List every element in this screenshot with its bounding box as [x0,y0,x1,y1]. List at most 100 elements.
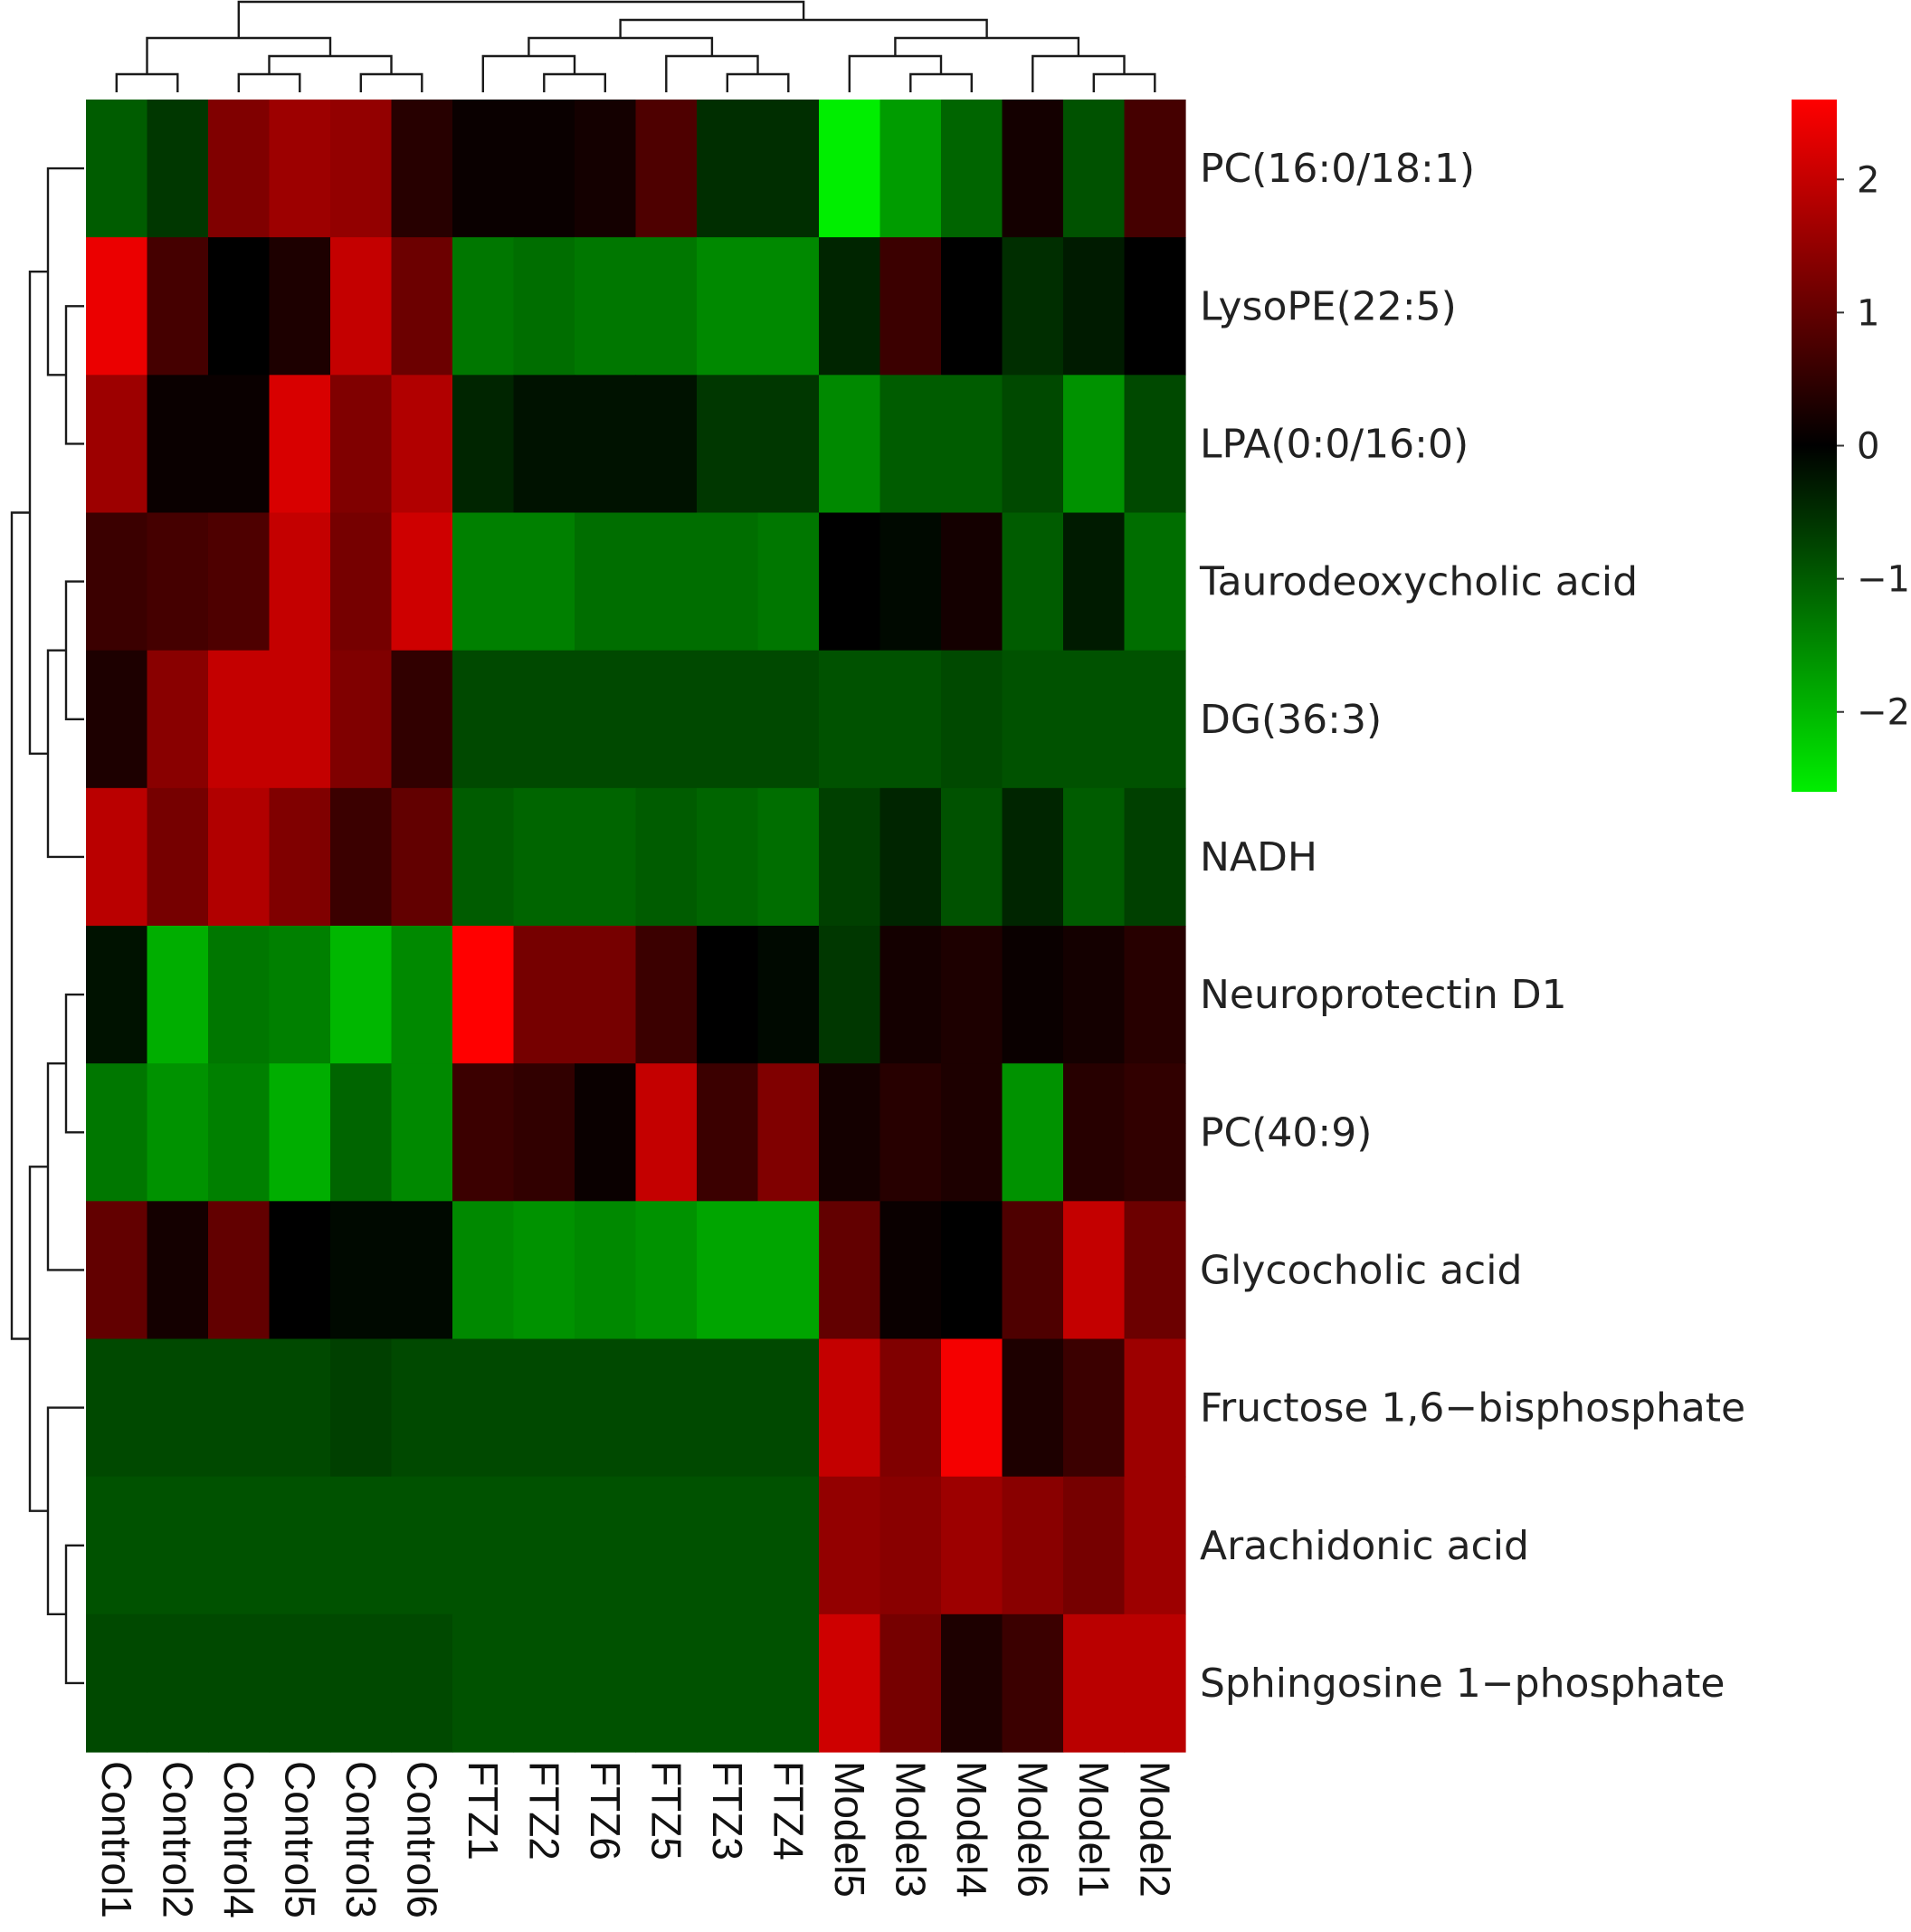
heatmap-cell [86,1613,148,1753]
heatmap-cell [635,1201,698,1340]
heatmap-cell [635,1613,698,1753]
heatmap-cell [330,237,393,376]
dendrogram-branch [10,511,30,1340]
heatmap-cell [208,1476,271,1615]
heatmap-cell [697,1476,759,1615]
heatmap-cell [697,237,759,376]
heatmap-cell [330,1476,393,1615]
heatmap-cell [269,512,331,652]
heatmap-cell [575,1613,637,1753]
column-label: Model6 [1009,1761,1056,1898]
legend-tick-label: 0 [1857,426,1879,468]
dendrogram-branch [528,36,714,56]
heatmap-cell [391,1201,453,1340]
heatmap-cell [941,1201,1003,1340]
dendrogram-branch [237,0,805,38]
heatmap-cell [1063,926,1126,1064]
dendrogram-branch [64,1544,84,1685]
heatmap-cell [697,100,759,238]
heatmap-cell [1063,100,1126,238]
heatmap-cell [86,1201,148,1340]
heatmap-cell [452,100,515,238]
heatmap-cell [635,1338,698,1478]
heatmap-cell [1063,1201,1126,1340]
heatmap-cells [86,100,1186,1753]
heatmap-cell [147,926,209,1064]
column-label: Model2 [1131,1761,1178,1898]
heatmap-cell [208,1613,271,1753]
row-label: Sphingosine 1−phosphate [1200,1661,1725,1707]
heatmap-cell [1124,926,1186,1064]
heatmap-cell [941,787,1003,927]
heatmap-cell [575,1201,637,1340]
heatmap-cell [269,100,331,238]
heatmap-cell [697,512,759,652]
heatmap-cell [819,512,881,652]
heatmap-cell [819,926,881,1064]
heatmap-cell [269,926,331,1064]
heatmap-cell [391,1476,453,1615]
heatmap-cell [513,237,575,376]
heatmap-cell [879,512,942,652]
heatmap-cell [941,375,1003,514]
heatmap-cell [391,926,453,1064]
heatmap-cell [697,1338,759,1478]
heatmap-cell [1063,1476,1126,1615]
heatmap-cell [147,237,209,376]
heatmap-cell [1124,1476,1186,1615]
heatmap-cell [635,512,698,652]
heatmap-cell [452,237,515,376]
heatmap-cell [208,512,271,652]
heatmap-cell [757,1338,820,1478]
heatmap-cell [513,926,575,1064]
column-label: Model1 [1070,1761,1117,1898]
heatmap-cell [452,1613,515,1753]
heatmap-cell [452,1338,515,1478]
heatmap-cell [513,1613,575,1753]
dendrogram-branch [543,72,606,92]
heatmap-cell [86,375,148,514]
heatmap-cell [208,650,271,789]
column-label: Control1 [93,1761,140,1918]
heatmap-cell [86,100,148,238]
heatmap-cell [513,1338,575,1478]
heatmap-cell [1063,512,1126,652]
color-legend-bar [1792,100,1837,792]
legend-tick-label: −1 [1857,559,1910,601]
heatmap-cell [757,1201,820,1340]
color-legend: 2 1 0 −1 −2 [1792,100,1910,792]
heatmap-cell [1002,512,1064,652]
dendrogram-branch [64,305,84,445]
heatmap-cell [208,375,271,514]
heatmap-cell [757,1613,820,1753]
row-label: NADH [1200,834,1317,880]
heatmap-cell [757,650,820,789]
dendrogram-branch [115,72,179,92]
heatmap-cell [575,926,637,1064]
heatmap-cell [513,1476,575,1615]
heatmap-cell [879,1613,942,1753]
heatmap-cell [941,926,1003,1064]
heatmap-cell [1002,926,1064,1064]
heatmap-cell [757,1476,820,1615]
heatmap-cell [147,1476,209,1615]
heatmap-cell [575,237,637,376]
heatmap-cell [879,1201,942,1340]
heatmap-cell [86,926,148,1064]
dendrogram-branch [1092,72,1156,92]
heatmap-cell [452,1476,515,1615]
dendrogram-branch [64,993,84,1134]
heatmap-cell [697,375,759,514]
row-label: Arachidonic acid [1200,1523,1529,1569]
heatmap-cell [697,787,759,927]
heatmap-cell [513,100,575,238]
heatmap-cell [697,650,759,789]
heatmap-cell [819,1201,881,1340]
heatmap-cell [1002,1201,1064,1340]
dendrogram-branch [619,18,988,38]
heatmap-cell [575,100,637,238]
row-labels: PC(16:0/18:1) LysoPE(22:5) LPA(0:0/16:0) Ta… [1199,146,1745,1707]
heatmap-cell [635,375,698,514]
heatmap-cell [635,787,698,927]
heatmap-cell [269,650,331,789]
